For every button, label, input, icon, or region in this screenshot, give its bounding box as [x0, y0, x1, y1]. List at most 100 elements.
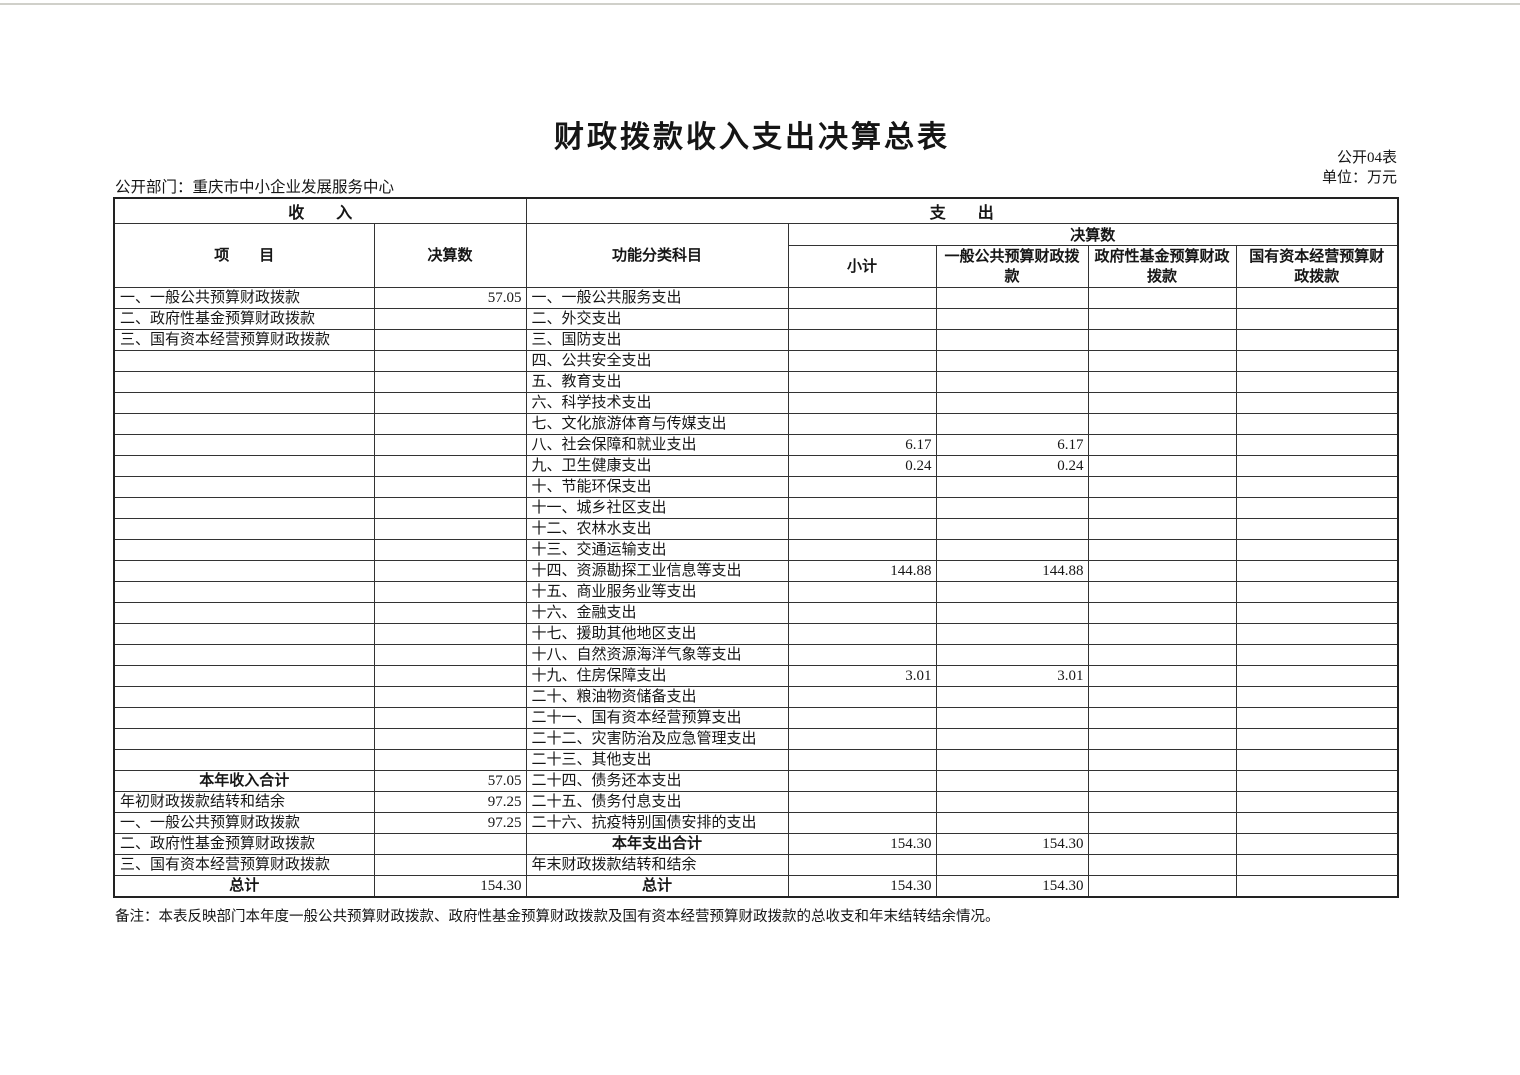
expense-general-budget-cell: 0.24: [935, 455, 1089, 477]
table-row: 十一、城乡社区支出: [113, 497, 1399, 519]
page-title: 财政拨款收入支出决算总表: [554, 121, 950, 154]
table-row: 三、国有资本经营预算财政拨款 三、国防支出: [113, 329, 1399, 351]
expense-general-budget-cell: 154.30: [935, 875, 1089, 898]
expense-state-capital-cell: [1235, 455, 1399, 477]
income-amount-cell: [373, 581, 527, 603]
income-item-cell: [113, 476, 375, 498]
column-group-final-accounts: 决算数: [787, 223, 1399, 246]
expense-general-budget-cell: [935, 497, 1089, 519]
sub-column-header-row: 小计 一般公共预算财政拨款 政府性基金预算财政拨款 国有资本经营预算财政拨款: [114, 245, 1399, 288]
expense-gov-fund-cell: [1087, 875, 1237, 898]
expense-general-budget-cell: [935, 476, 1089, 498]
expense-item-cell: 二十二、灾害防治及应急管理支出: [525, 728, 789, 750]
table-row: 十三、交通运输支出: [113, 539, 1399, 561]
scan-artifact-line: [0, 3, 1520, 5]
income-amount-cell: [373, 644, 527, 666]
income-amount-cell: 57.05: [373, 770, 527, 792]
table-row: 十四、资源勘探工业信息等支出 144.88 144.88: [113, 560, 1399, 582]
expense-state-capital-cell: [1235, 539, 1399, 561]
expense-subtotal-cell: [787, 749, 937, 771]
income-item-cell: 三、国有资本经营预算财政拨款: [113, 854, 375, 876]
income-item-cell: [113, 707, 375, 729]
expense-state-capital-cell: [1235, 434, 1399, 456]
income-item-cell: 本年收入合计: [113, 770, 375, 792]
expense-state-capital-cell: [1235, 854, 1399, 876]
income-item-cell: 总计: [113, 875, 375, 898]
expense-state-capital-cell: [1235, 518, 1399, 540]
table-row: 一、一般公共预算财政拨款 97.25 二十六、抗疫特别国债安排的支出: [113, 812, 1399, 834]
income-amount-cell: [373, 833, 527, 855]
expense-state-capital-cell: [1235, 812, 1399, 834]
table-row: 七、文化旅游体育与传媒支出: [113, 413, 1399, 435]
expense-gov-fund-cell: [1087, 539, 1237, 561]
expense-gov-fund-cell: [1087, 791, 1237, 813]
expense-subtotal-cell: [787, 581, 937, 603]
expense-gov-fund-cell: [1087, 644, 1237, 666]
expense-item-cell: 十六、金融支出: [525, 602, 789, 624]
expense-subtotal-cell: [787, 791, 937, 813]
expense-item-cell: 一、一般公共服务支出: [525, 287, 789, 309]
expense-subtotal-cell: [787, 602, 937, 624]
expense-item-cell: 二十四、债务还本支出: [525, 770, 789, 792]
expense-general-budget-cell: [935, 329, 1089, 351]
expense-item-cell: 十一、城乡社区支出: [525, 497, 789, 519]
expense-gov-fund-cell: [1087, 371, 1237, 393]
expense-item-cell: 七、文化旅游体育与传媒支出: [525, 413, 789, 435]
expense-item-cell: 四、公共安全支出: [525, 350, 789, 372]
expense-gov-fund-cell: [1087, 854, 1237, 876]
department-label: 公开部门：重庆市中小企业发展服务中心: [115, 179, 395, 196]
income-amount-cell: [373, 749, 527, 771]
income-item-cell: [113, 749, 375, 771]
expense-state-capital-cell: [1235, 623, 1399, 645]
income-item-cell: 一、一般公共预算财政拨款: [113, 287, 375, 309]
expense-item-cell: 二、外交支出: [525, 308, 789, 330]
income-amount-cell: [373, 560, 527, 582]
income-amount-cell: [373, 518, 527, 540]
expense-general-budget-cell: 3.01: [935, 665, 1089, 687]
expense-general-budget-cell: [935, 644, 1089, 666]
expense-subtotal-cell: [787, 686, 937, 708]
expense-state-capital-cell: [1235, 833, 1399, 855]
expense-state-capital-cell: [1235, 728, 1399, 750]
expense-subtotal-cell: 0.24: [787, 455, 937, 477]
income-item-cell: [113, 371, 375, 393]
expense-state-capital-cell: [1235, 875, 1399, 898]
expense-general-budget-cell: [935, 413, 1089, 435]
expense-gov-fund-cell: [1087, 413, 1237, 435]
expense-general-budget-cell: 144.88: [935, 560, 1089, 582]
income-amount-cell: 154.30: [373, 875, 527, 898]
income-amount-cell: [373, 476, 527, 498]
expense-gov-fund-cell: [1087, 518, 1237, 540]
expense-general-budget-cell: [935, 791, 1089, 813]
expense-state-capital-cell: [1235, 770, 1399, 792]
table-row: 二十、粮油物资储备支出: [113, 686, 1399, 708]
expense-state-capital-cell: [1235, 371, 1399, 393]
expense-item-cell: 二十五、债务付息支出: [525, 791, 789, 813]
expense-item-cell: 十五、商业服务业等支出: [525, 581, 789, 603]
expense-state-capital-cell: [1235, 707, 1399, 729]
expense-state-capital-cell: [1235, 686, 1399, 708]
table-row: 三、国有资本经营预算财政拨款 年末财政拨款结转和结余: [113, 854, 1399, 876]
column-header-gov-fund-budget: 政府性基金预算财政拨款: [1087, 245, 1237, 288]
table-row: 九、卫生健康支出 0.24 0.24: [113, 455, 1399, 477]
unit-label: 单位：万元: [1321, 170, 1397, 186]
table-row: 本年收入合计 57.05 二十四、债务还本支出: [113, 770, 1399, 792]
income-item-cell: [113, 392, 375, 414]
expense-subtotal-cell: [787, 539, 937, 561]
expense-state-capital-cell: [1235, 392, 1399, 414]
expense-state-capital-cell: [1235, 308, 1399, 330]
expense-gov-fund-cell: [1087, 623, 1237, 645]
expense-subtotal-cell: 144.88: [787, 560, 937, 582]
table-row: 二十三、其他支出: [113, 749, 1399, 771]
income-item-cell: [113, 602, 375, 624]
income-item-cell: [113, 539, 375, 561]
expense-section-header: 支 出: [525, 197, 1399, 224]
expense-general-budget-cell: [935, 686, 1089, 708]
group-header-row: 项 目 决算数 功能分类科目 决算数: [113, 223, 1399, 288]
income-amount-cell: [373, 728, 527, 750]
expense-subtotal-cell: [787, 623, 937, 645]
income-item-cell: [113, 497, 375, 519]
table-row: 十、节能环保支出: [113, 476, 1399, 498]
income-item-cell: [113, 455, 375, 477]
